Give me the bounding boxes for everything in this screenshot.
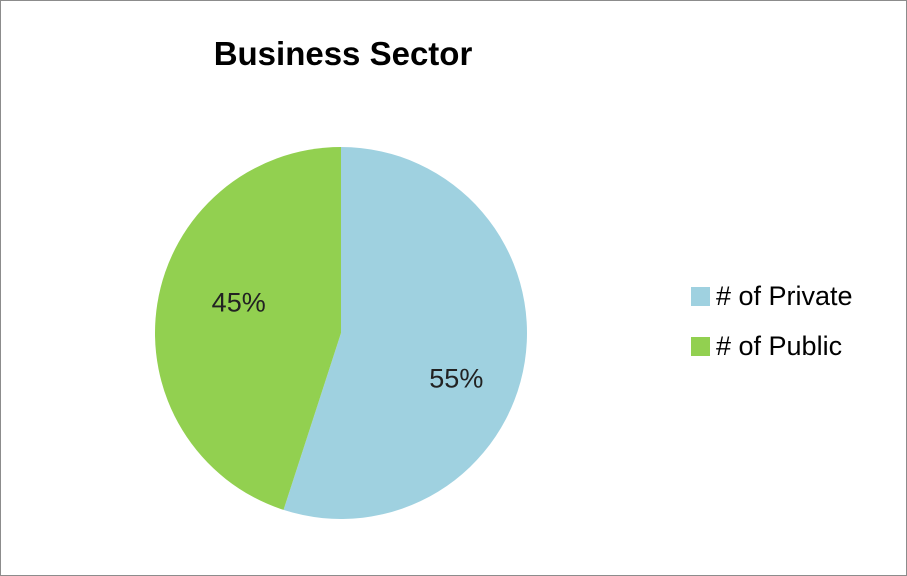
slice-label-0: 55% (429, 364, 483, 394)
slice-label-1: 45% (212, 287, 266, 317)
pie-slice-1 (155, 147, 341, 510)
legend: # of Private # of Public (691, 281, 853, 381)
legend-label-private: # of Private (716, 280, 853, 311)
legend-swatch-private (691, 286, 710, 306)
legend-item-private: # of Private (691, 281, 853, 311)
legend-label-public: # of Public (716, 330, 843, 361)
legend-item-public: # of Public (691, 331, 853, 361)
pie-slice-0 (283, 147, 528, 519)
chart-title: Business Sector (213, 35, 473, 72)
legend-swatch-public (691, 336, 710, 356)
